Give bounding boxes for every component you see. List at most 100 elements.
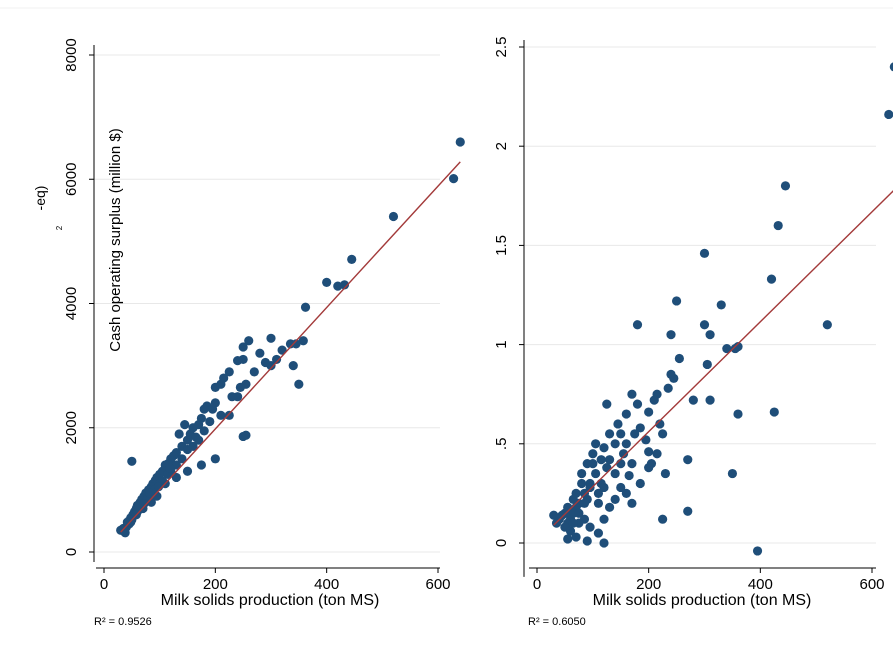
y-tick-label: 2.5 bbox=[493, 37, 510, 58]
y-tick-label: 8000 bbox=[63, 38, 80, 71]
left-grid bbox=[94, 54, 440, 553]
data-point bbox=[118, 525, 129, 535]
left-x-axis-label: Milk solids production (ton MS) bbox=[161, 592, 380, 609]
data-point bbox=[610, 494, 620, 504]
right-grid bbox=[524, 46, 876, 544]
y-tick-label: .5 bbox=[493, 438, 510, 451]
data-point bbox=[568, 518, 578, 528]
data-point bbox=[579, 488, 590, 498]
data-point bbox=[249, 367, 259, 377]
data-point bbox=[616, 459, 626, 469]
data-point bbox=[593, 528, 604, 538]
data-point bbox=[618, 449, 629, 459]
data-point bbox=[227, 392, 237, 402]
data-point bbox=[632, 320, 643, 330]
data-point bbox=[322, 277, 332, 287]
data-point bbox=[177, 454, 187, 464]
data-point bbox=[599, 482, 609, 493]
data-point bbox=[646, 459, 657, 469]
data-point bbox=[889, 62, 893, 72]
right-x-ticks: 0 200 400 600 bbox=[533, 568, 885, 593]
data-point bbox=[255, 348, 265, 358]
data-point bbox=[260, 357, 271, 368]
data-point bbox=[549, 510, 559, 520]
data-point bbox=[683, 506, 693, 516]
data-point bbox=[210, 382, 220, 392]
y-tick-label: 0 bbox=[63, 548, 80, 556]
data-point bbox=[145, 488, 155, 498]
data-point bbox=[604, 455, 615, 465]
y-tick-label: 0 bbox=[493, 539, 510, 547]
data-point bbox=[658, 429, 668, 439]
data-point bbox=[291, 339, 301, 349]
data-point bbox=[574, 508, 584, 518]
data-point bbox=[588, 449, 598, 459]
right-x-axis-label: Milk solids production (ton MS) bbox=[593, 592, 812, 609]
data-point bbox=[593, 498, 604, 508]
data-point bbox=[652, 449, 662, 459]
data-point bbox=[660, 468, 671, 479]
data-point bbox=[705, 395, 715, 405]
data-point bbox=[591, 439, 601, 449]
data-point bbox=[585, 522, 595, 532]
data-point bbox=[671, 296, 682, 306]
data-point bbox=[780, 181, 791, 191]
data-point bbox=[610, 439, 620, 449]
data-point bbox=[207, 404, 218, 414]
data-point bbox=[300, 302, 311, 312]
right-r-squared-note: R² = 0.6050 bbox=[528, 616, 586, 628]
data-point bbox=[655, 419, 665, 429]
data-point bbox=[582, 536, 592, 546]
data-point bbox=[730, 343, 740, 354]
data-point bbox=[627, 389, 637, 399]
y-tick-label: 1.5 bbox=[493, 235, 510, 256]
data-point bbox=[127, 456, 137, 466]
data-point bbox=[238, 342, 248, 352]
data-point bbox=[165, 463, 175, 473]
data-point bbox=[624, 470, 634, 481]
data-point bbox=[766, 274, 777, 284]
data-point bbox=[196, 460, 207, 470]
left-fit-line bbox=[120, 161, 461, 533]
x-tick-label: 200 bbox=[636, 576, 661, 593]
right-fit-line bbox=[553, 190, 893, 526]
data-point bbox=[333, 281, 343, 291]
data-point bbox=[699, 248, 710, 258]
data-point bbox=[630, 429, 640, 439]
data-point bbox=[632, 399, 643, 409]
data-point bbox=[241, 430, 251, 440]
data-point bbox=[635, 478, 645, 489]
data-point bbox=[294, 379, 304, 389]
data-point bbox=[769, 407, 779, 417]
x-tick-label: 400 bbox=[748, 576, 773, 593]
left-y-label-superscript: 2 bbox=[55, 225, 64, 230]
data-point bbox=[271, 354, 282, 365]
data-point bbox=[139, 498, 149, 509]
data-point bbox=[621, 488, 631, 498]
data-point bbox=[565, 526, 576, 536]
left-chart-panel: 0 2000 4000 6000 8000 0 200 400 600 Cash operat… bbox=[32, 38, 465, 628]
left-y-label-fragment: -eq) bbox=[32, 186, 48, 211]
data-point bbox=[448, 174, 459, 184]
data-point bbox=[613, 419, 623, 429]
data-point bbox=[773, 220, 783, 231]
x-tick-label: 400 bbox=[314, 576, 339, 593]
data-point bbox=[224, 410, 234, 420]
data-point bbox=[388, 211, 399, 222]
data-point bbox=[733, 409, 743, 419]
data-point bbox=[180, 420, 190, 430]
data-point bbox=[205, 416, 215, 427]
data-point bbox=[582, 459, 592, 469]
data-point bbox=[224, 367, 234, 377]
data-point bbox=[644, 407, 654, 417]
data-point bbox=[702, 359, 712, 370]
data-point bbox=[716, 300, 726, 310]
data-point bbox=[568, 494, 578, 504]
data-point bbox=[585, 482, 595, 493]
data-point bbox=[752, 546, 763, 556]
data-point bbox=[641, 435, 651, 445]
data-point bbox=[235, 382, 245, 392]
data-point bbox=[233, 356, 243, 366]
